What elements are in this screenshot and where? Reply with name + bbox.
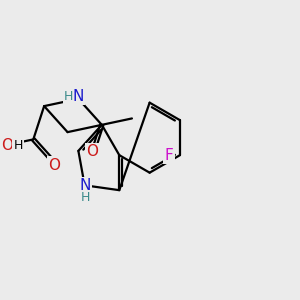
Text: N: N	[73, 89, 84, 104]
Text: H: H	[14, 139, 23, 152]
Text: N: N	[80, 178, 91, 193]
Text: H: H	[64, 90, 73, 103]
Text: O: O	[86, 144, 98, 159]
Text: O: O	[2, 138, 14, 153]
Text: H: H	[80, 191, 90, 204]
Text: F: F	[165, 148, 173, 163]
Text: O: O	[48, 158, 60, 173]
